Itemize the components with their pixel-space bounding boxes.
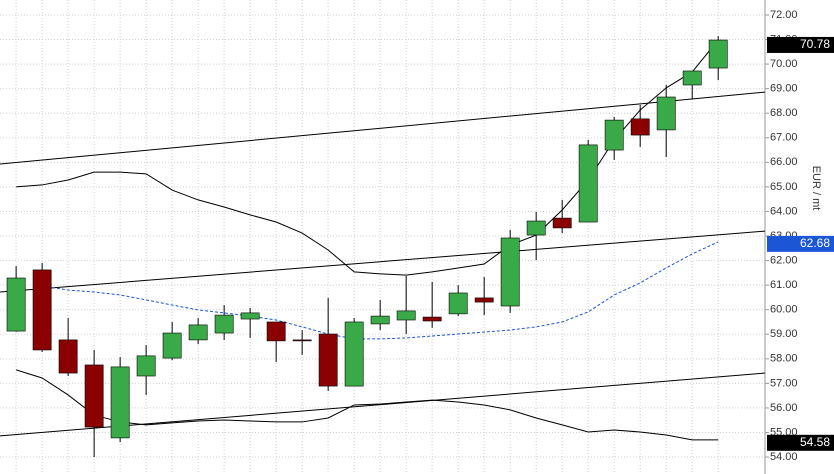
candle-body [162, 332, 182, 359]
candle-body [214, 314, 234, 334]
band-line [15, 369, 719, 441]
y-axis-title: EUR / mt [810, 166, 822, 211]
y-tick-label: 54.00 [770, 451, 798, 463]
candle-body [552, 217, 572, 229]
candle-body [396, 310, 416, 321]
candle-body [656, 96, 676, 131]
price-label-box [767, 434, 834, 451]
candle-body [58, 339, 78, 374]
y-tick-label: 61.00 [770, 279, 798, 291]
y-tick-label: 60.00 [770, 304, 798, 316]
candle-body [32, 269, 52, 351]
y-tick-label: 70.00 [770, 58, 798, 70]
candle-body [708, 39, 728, 69]
price-label: 54.58 [800, 435, 830, 449]
y-tick-label: 56.00 [770, 402, 798, 414]
price-label-box [767, 36, 834, 53]
candle-body [422, 316, 442, 322]
candle-body [6, 277, 26, 332]
candle-body [344, 321, 364, 387]
candle-body [370, 315, 390, 325]
candle-body [682, 70, 702, 86]
y-tick-label: 67.00 [770, 132, 798, 144]
candle-body [292, 339, 312, 342]
price-label: 62.68 [800, 236, 830, 250]
candle-body [604, 119, 624, 151]
y-tick-label: 69.00 [770, 83, 798, 95]
y-tick-label: 58.00 [770, 353, 798, 365]
y-tick-label: 72.00 [770, 9, 798, 21]
y-tick-label: 59.00 [770, 328, 798, 340]
y-tick-label: 64.00 [770, 205, 798, 217]
y-tick-label: 65.00 [770, 181, 798, 193]
y-tick-label: 66.00 [770, 156, 798, 168]
trend-line [0, 91, 766, 165]
candle-body [318, 333, 338, 387]
candle-body [266, 321, 286, 342]
y-tick-label: 62.00 [770, 254, 798, 266]
candle-body [188, 324, 208, 341]
price-label: 70.78 [800, 37, 830, 51]
price-label-box [767, 235, 834, 252]
candle-body [630, 118, 650, 136]
candle-body [240, 312, 260, 320]
candle-body [136, 355, 156, 377]
trend-line [0, 230, 766, 293]
candle-body [448, 292, 468, 315]
candle-body [84, 364, 104, 428]
candle-body [578, 144, 598, 223]
candle-body [526, 220, 546, 236]
band-line [16, 39, 719, 276]
y-tick-label: 57.00 [770, 377, 798, 389]
candle-body [500, 237, 520, 307]
candle-body [474, 297, 494, 303]
y-tick-label: 68.00 [770, 107, 798, 119]
candle-body [110, 366, 130, 439]
